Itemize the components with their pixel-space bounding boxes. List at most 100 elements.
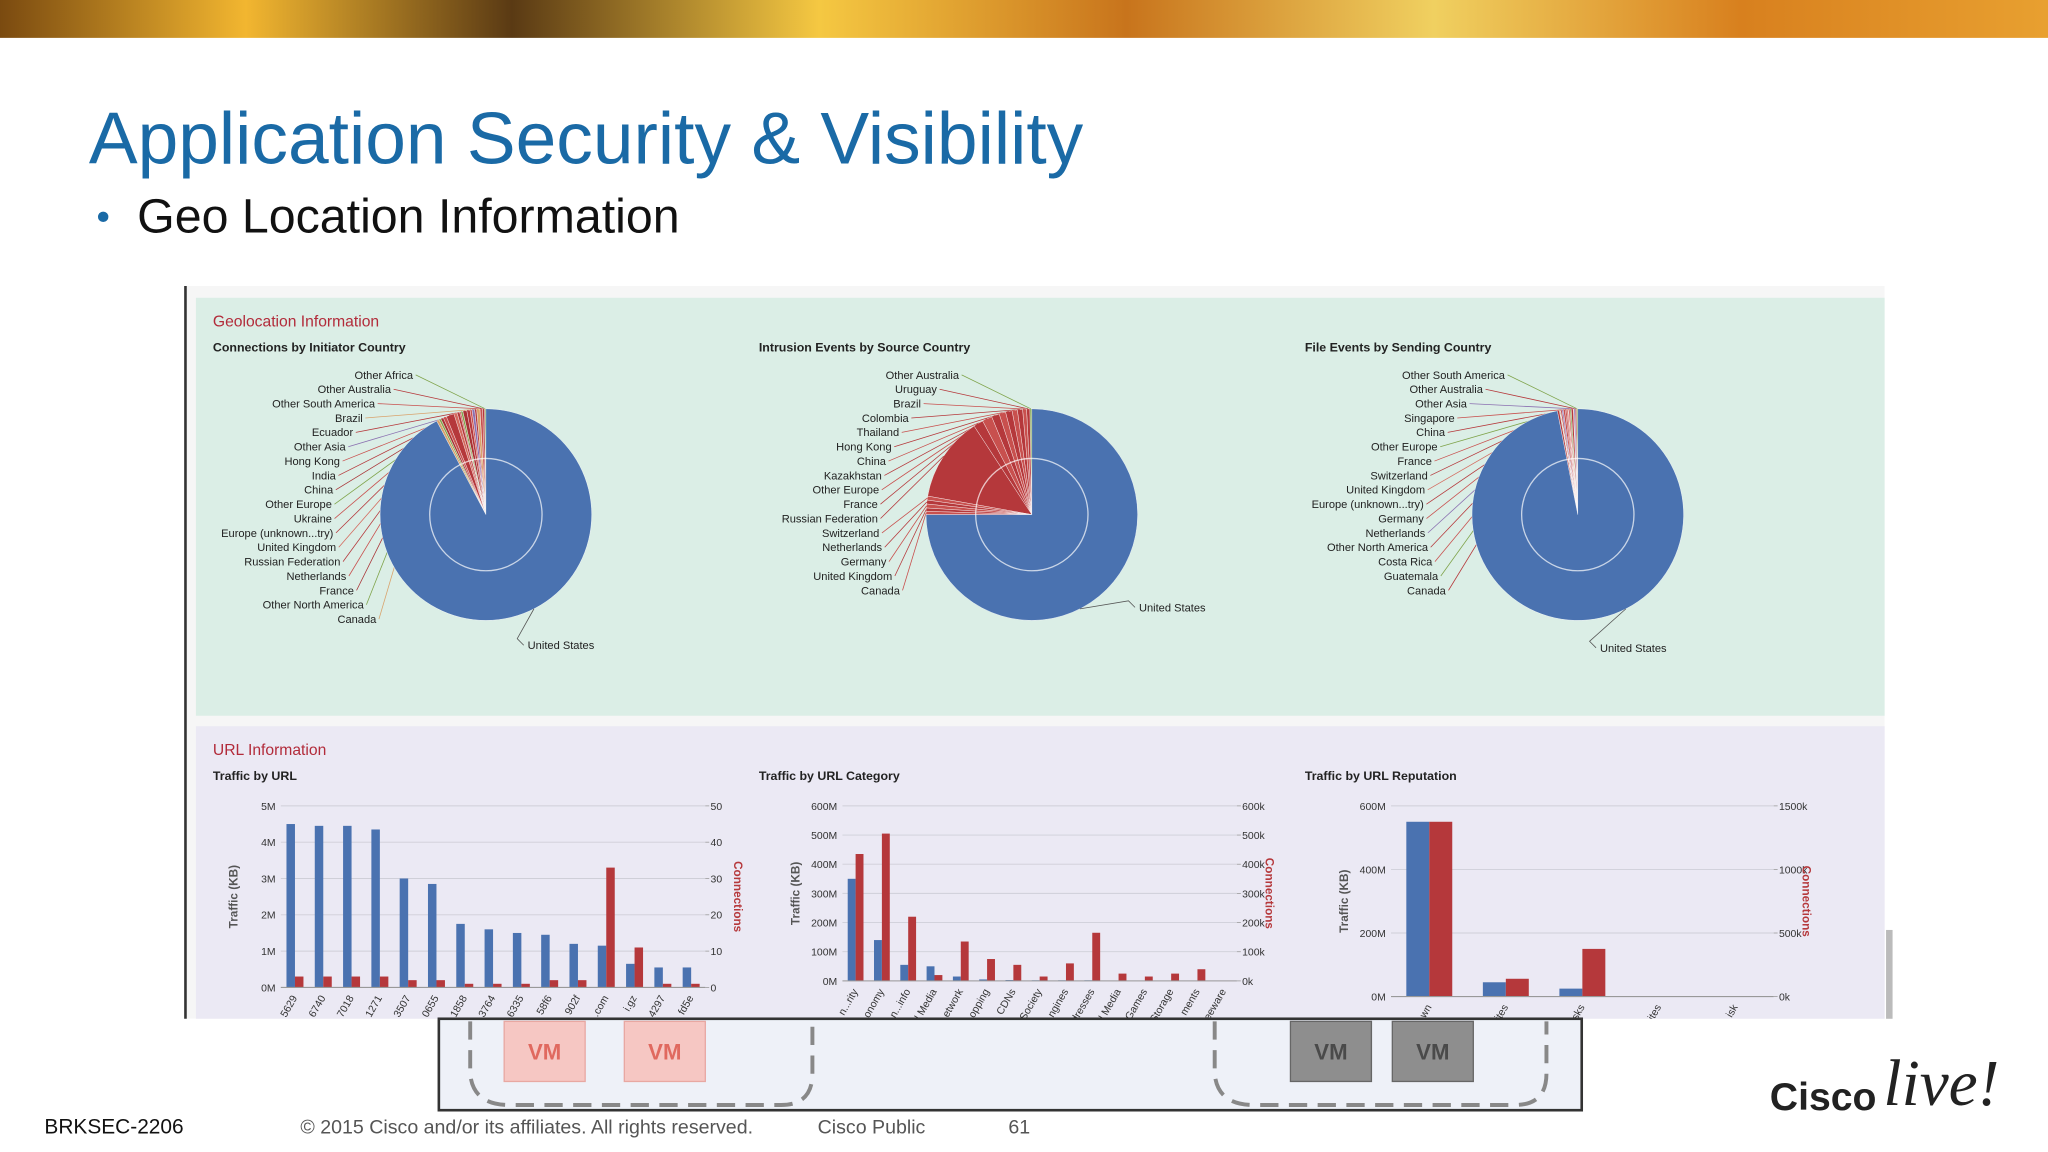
y2-tick-label: 200k (1242, 918, 1265, 929)
y2-axis-title: Connections (731, 861, 744, 933)
dashed-group (468, 1021, 815, 1107)
y-tick-label: 200M (811, 918, 837, 929)
y2-tick-label: 1500k (1779, 802, 1808, 813)
bar (484, 929, 494, 988)
classification: Cisco Public (818, 1117, 926, 1139)
y-tick-label: 600M (1360, 802, 1386, 813)
slice-label: United Kingdom (257, 542, 336, 554)
slice-label: Other Australia (318, 384, 392, 396)
bar (606, 867, 615, 988)
bar (493, 983, 502, 988)
slice-label: Ecuador (312, 427, 354, 439)
scrollbar (1886, 929, 1893, 1019)
leader-line (901, 409, 1015, 433)
leader-line (415, 374, 486, 410)
y-tick-label: 300M (811, 889, 837, 900)
y-axis-title: Traffic (KB) (1338, 869, 1351, 932)
slice-label: United States (528, 640, 595, 652)
y-tick-label: 4M (261, 838, 276, 849)
y2-tick-label: 50 (711, 802, 723, 813)
y2-tick-label: 30 (711, 874, 723, 885)
slice-label: Other North America (1327, 542, 1429, 554)
y2-tick-label: 500k (1779, 929, 1802, 940)
inner-ring (1520, 457, 1635, 572)
y2-tick-label: 20 (711, 911, 723, 922)
slice-label: Switzerland (1370, 470, 1427, 482)
page-number: 61 (1008, 1117, 1030, 1139)
bar (847, 878, 856, 981)
y2-tick-label: 40 (711, 838, 723, 849)
slice-label: United States (1600, 643, 1667, 655)
y-tick-label: 500M (811, 831, 837, 842)
vm-box (623, 1020, 706, 1083)
slice-label: United States (1139, 602, 1206, 614)
y-tick-label: 2M (261, 911, 276, 922)
chart-title: Intrusion Events by Source Country (759, 340, 970, 354)
bar (286, 824, 295, 988)
bar (1197, 969, 1206, 981)
slice-label: Guatemala (1384, 571, 1439, 583)
bar (960, 941, 969, 981)
bar (1039, 976, 1048, 981)
slice-label: India (312, 470, 337, 482)
bar (323, 976, 332, 988)
bar (900, 964, 909, 981)
bar (1013, 964, 1022, 981)
inner-ring (975, 457, 1089, 572)
x-tick-label: ites (1493, 1003, 1511, 1023)
slice-label: Germany (841, 557, 887, 569)
y-tick-label: 0M (823, 977, 838, 988)
slice-label: China (304, 485, 334, 497)
slice-label: Other Asia (294, 442, 347, 454)
bar (1118, 973, 1127, 981)
bar (987, 959, 995, 981)
y-tick-label: 400M (1360, 865, 1386, 876)
bar (855, 854, 864, 981)
pie-slice (379, 408, 592, 621)
bar (874, 940, 882, 981)
bar (427, 883, 437, 988)
leader-line (393, 388, 484, 410)
chart-title: Traffic by URL Reputation (1305, 769, 1457, 783)
chart-title: Traffic by URL Category (759, 769, 900, 783)
bar (549, 980, 559, 988)
leader-line (911, 409, 1020, 419)
screenshot-panel: Geolocation Information URL Information … (186, 286, 1885, 1023)
vm-label: VM (648, 1039, 681, 1064)
bar (634, 947, 644, 988)
y2-tick-label: 600k (1242, 802, 1265, 813)
bar (577, 980, 587, 988)
inner-ring (429, 457, 543, 572)
slice-label: Hong Kong (836, 442, 892, 454)
slice-label: Netherlands (1365, 528, 1425, 540)
slice-label: France (843, 499, 878, 511)
bar (569, 943, 578, 988)
y-tick-label: 100M (811, 948, 837, 959)
slice-label: Russian Federation (782, 513, 878, 525)
x-tick-label: ites (1646, 1003, 1664, 1023)
bar (379, 976, 389, 988)
chart-title: File Events by Sending Country (1305, 340, 1492, 354)
bar (908, 916, 917, 981)
y2-tick-label: 300k (1242, 889, 1265, 900)
slice-label: Other South America (272, 399, 376, 411)
bar (1092, 932, 1101, 981)
slice-label: Other Europe (1371, 442, 1438, 454)
y2-tick-label: 400k (1242, 860, 1265, 871)
bar (436, 980, 445, 988)
slice-label: Other South America (1402, 370, 1506, 382)
y-tick-label: 1M (261, 947, 276, 958)
bar (934, 975, 943, 981)
slice-label: Uruguay (895, 384, 937, 396)
leader-line (365, 408, 479, 419)
bar (464, 983, 474, 988)
bullet-dot (97, 211, 109, 223)
leader-line (888, 505, 927, 562)
slice-label: Other Europe (265, 499, 332, 511)
slice-label: Brazil (335, 413, 363, 425)
bar (952, 976, 961, 981)
slice-label: France (1397, 456, 1432, 468)
bar (691, 983, 700, 988)
leader-line (377, 403, 482, 410)
